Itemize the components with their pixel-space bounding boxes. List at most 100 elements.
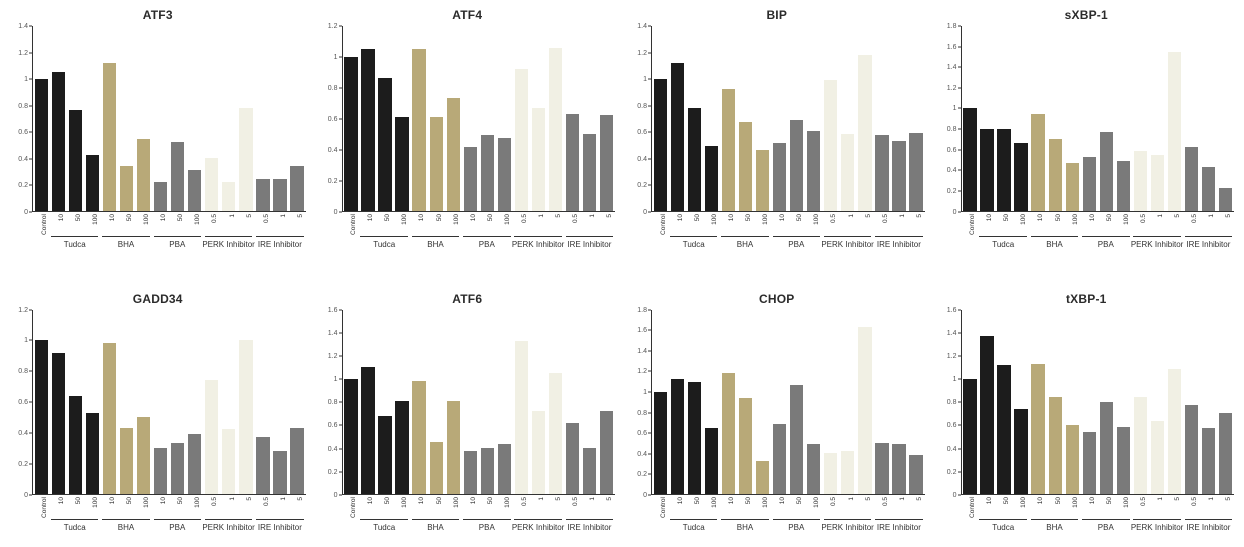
bars-layer [652,26,925,211]
x-tick-label: 50 [745,497,752,504]
bar [256,179,269,211]
group-label: Tudca [992,523,1014,532]
x-tick-label: 5 [246,214,253,218]
y-tick-label: 0.6 [939,422,957,429]
bar [654,392,667,495]
x-tick-label: 1 [899,497,906,501]
x-tick-label: 5 [555,214,562,218]
group-label: BHA [118,523,134,532]
x-tick-label: 0.5 [211,214,218,223]
plot-area [32,310,306,496]
bars-layer [343,310,616,495]
x-tick-label: 50 [436,214,443,221]
x-tick-label: 10 [779,497,786,504]
y-tick-label: 0.6 [320,116,338,123]
y-tick-label: 0.4 [629,451,647,458]
bar [1202,167,1215,210]
y-tick-mark [29,185,32,186]
x-tick-label: 50 [126,497,133,504]
bar [361,367,374,494]
bar [69,110,82,210]
y-tick-label: 0.6 [629,129,647,136]
y-tick-label: 1.4 [939,64,957,71]
group-label: Tudca [373,523,395,532]
x-tick-label: 100 [1123,497,1130,508]
chart-panel: ATF600.20.40.60.811.21.41.6Control105010… [320,292,616,542]
y-tick-label: 0.2 [320,469,338,476]
y-tick-label: 1.8 [629,307,647,314]
group-label: PERK Inhibitor [1131,523,1183,532]
bar [1100,402,1113,494]
x-tick-label: 1 [229,497,236,501]
x-tick-label: 100 [711,497,718,508]
x-tick-label: 5 [1174,214,1181,218]
plot-area-wrap: 00.20.40.60.811.2Control1050100105010010… [320,26,616,258]
x-tick-label: 0.5 [1140,497,1147,506]
y-tick-label: 1.2 [939,353,957,360]
bar [515,341,528,494]
x-tick-label: 100 [813,497,820,508]
x-tick-label: 10 [986,214,993,221]
bar [756,461,769,494]
y-tick-label: 1.4 [629,23,647,30]
x-tick-label: 5 [1225,497,1232,501]
x-tick-label: 10 [367,214,374,221]
bar [188,434,201,494]
x-tick-label: 1 [589,214,596,218]
y-tick-label: 0 [10,492,28,499]
bar [464,147,477,210]
group-label: BHA [427,240,443,249]
bar [1134,151,1147,210]
x-tick-label: 0.5 [263,214,270,223]
y-tick-mark [29,52,32,53]
x-tick-label: 1 [1208,497,1215,501]
x-tick-label: 5 [555,497,562,501]
bar [1083,157,1096,210]
x-tick-label: 10 [470,497,477,504]
x-tick-label: Control [969,214,976,235]
plot-area-wrap: 00.20.40.60.811.21.41.6Control1050100105… [939,310,1235,542]
x-tick-label: 0.5 [830,497,837,506]
chart-title: ATF3 [10,8,306,22]
y-tick-mark [29,340,32,341]
y-tick-mark [958,46,961,47]
x-axis: Control1050100105010010501000.5150.515Tu… [961,212,1235,258]
x-tick-label: 0.5 [1140,214,1147,223]
y-tick-mark [339,26,342,27]
y-tick-mark [339,379,342,380]
y-tick-mark [648,371,651,372]
group-label: PERK Inhibitor [512,240,564,249]
x-tick-label: 10 [728,214,735,221]
bar [654,79,667,211]
bar [1185,147,1198,211]
group-label: IRE Inhibitor [258,523,302,532]
bar [858,55,871,211]
x-tick-label: 10 [58,214,65,221]
bar [171,142,184,211]
bar [980,336,993,494]
y-tick-label: 0.2 [10,461,28,468]
x-tick-label: 10 [58,497,65,504]
y-tick-label: 0.8 [10,368,28,375]
group-label: IRE Inhibitor [258,240,302,249]
chart-panel: GADD3400.20.40.60.811.2Control1050100105… [10,292,306,542]
bar [875,443,888,494]
y-tick-label: 1.2 [320,23,338,30]
y-tick-label: 0.2 [10,182,28,189]
x-tick-label: 10 [677,214,684,221]
y-tick-label: 1 [10,76,28,83]
group-label: Tudca [64,240,86,249]
x-tick-label: 10 [986,497,993,504]
y-tick-mark [958,26,961,27]
x-tick-label: 1 [280,497,287,501]
group-label: BHA [737,240,753,249]
chart-title: ATF6 [320,292,616,306]
y-tick-label: 0 [10,209,28,216]
x-tick-label: 50 [177,214,184,221]
y-tick-mark [29,26,32,27]
bar [361,49,374,210]
bar [290,166,303,211]
group-label: IRE Inhibitor [1186,523,1230,532]
group-label: PERK Inhibitor [821,523,873,532]
y-tick-mark [648,26,651,27]
